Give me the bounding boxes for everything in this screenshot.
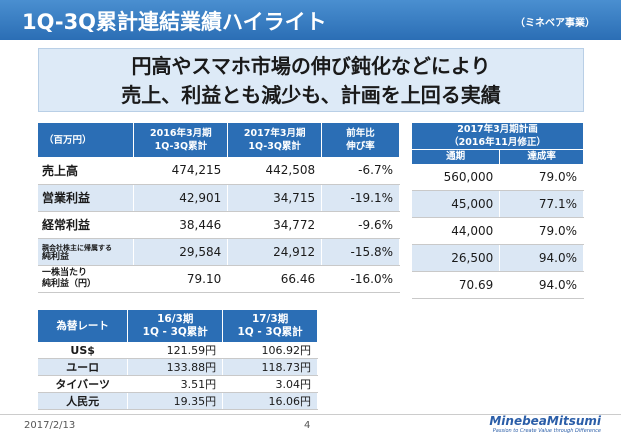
footer-divider (0, 414, 621, 415)
value-yoy: -6.7% (321, 157, 400, 185)
currency-label: US$ (38, 342, 129, 359)
table-row: 売上高 474,215 442,508 -6.7% (38, 157, 400, 185)
page-title: 1Q-3Q累計連結業績ハイライト (22, 10, 327, 34)
unit-header: （百万円） (38, 123, 135, 157)
row-label: 親会社株主に帰属する 純利益 (38, 238, 135, 266)
page-number: 4 (304, 420, 311, 431)
value-rate: 77.1% (499, 190, 584, 218)
plan-header: 2017年3月期計画 （2016年11月修正） (412, 123, 584, 150)
value-fy2017: 442,508 (227, 157, 323, 185)
row-label: 売上高 (38, 157, 135, 185)
value-fy2017: 34,715 (227, 184, 323, 212)
headline-line-1: 円高やスマホ市場の伸び鈍化などにより (131, 54, 491, 78)
rate-fy2016: 121.59円 (127, 342, 224, 359)
value-fy2016: 42,901 (133, 184, 229, 212)
value-fy2017: 34,772 (227, 211, 323, 239)
value-rate: 94.0% (499, 271, 584, 299)
table-row: 44,000 79.0% (412, 217, 584, 245)
value-rate: 94.0% (499, 244, 584, 272)
table-row: 560,000 79.0% (412, 163, 584, 191)
value-yoy: -16.0% (321, 265, 400, 293)
table-row: US$ 121.59円 106.92円 (38, 342, 318, 359)
rate-fy2017: 106.92円 (222, 342, 318, 359)
rate-fy2017: 16.06円 (222, 392, 318, 410)
value-plan: 560,000 (412, 163, 501, 191)
table-row: 営業利益 42,901 34,715 -19.1% (38, 184, 400, 212)
col-fx17-header: 17/3期 1Q - 3Q累計 (222, 310, 318, 342)
company-logo: MinebeaMitsumi Passion to Create Value t… (489, 414, 601, 435)
table-row: 26,500 94.0% (412, 244, 584, 272)
table-row: 70.69 94.0% (412, 271, 584, 299)
value-rate: 79.0% (499, 217, 584, 245)
row-label: 経常利益 (38, 211, 135, 239)
title-bar: 1Q-3Q累計連結業績ハイライト （ミネベア事業） (0, 0, 621, 40)
table-row: ユーロ 133.88円 118.73円 (38, 358, 318, 376)
col-fy2016-header: 2016年3月期 1Q-3Q累計 (133, 123, 229, 157)
rate-fy2017: 118.73円 (222, 358, 318, 376)
col-fy2017-header: 2017年3月期 1Q-3Q累計 (227, 123, 323, 157)
rate-fy2017: 3.04円 (222, 375, 318, 393)
footer-date: 2017/2/13 (24, 420, 76, 431)
col-yoy-header: 前年比 伸び率 (321, 123, 400, 157)
col-plan-header: 通期 (412, 149, 501, 164)
fx-header: 為替レート (38, 310, 129, 342)
value-plan: 26,500 (412, 244, 501, 272)
table-row: 親会社株主に帰属する 純利益 29,584 24,912 -15.8% (38, 238, 400, 266)
fx-rate-table: 為替レート 16/3期 1Q - 3Q累計 17/3期 1Q - 3Q累計 US$ … (38, 310, 318, 410)
table-row: 人民元 19.35円 16.06円 (38, 392, 318, 410)
currency-label: タイバーツ (38, 375, 129, 393)
row-label: 営業利益 (38, 184, 135, 212)
value-rate: 79.0% (499, 163, 584, 191)
value-plan: 44,000 (412, 217, 501, 245)
plan-table: 2017年3月期計画 （2016年11月修正） 通期 達成率 560,000 79… (412, 123, 584, 299)
headline-box: 円高やスマホ市場の伸び鈍化などにより 売上、利益とも減少も、計画を上回る実績 (38, 48, 584, 112)
table-row: 一株当たり 純利益（円） 79.10 66.46 -16.0% (38, 265, 400, 293)
value-plan: 45,000 (412, 190, 501, 218)
value-fy2017: 24,912 (227, 238, 323, 266)
value-fy2016: 38,446 (133, 211, 229, 239)
page-subtitle: （ミネベア事業） (515, 18, 595, 29)
logo-wordmark: MinebeaMitsumi (489, 414, 601, 428)
col-fx16-header: 16/3期 1Q - 3Q累計 (127, 310, 224, 342)
table-row: タイバーツ 3.51円 3.04円 (38, 375, 318, 393)
rate-fy2016: 133.88円 (127, 358, 224, 376)
value-fy2016: 79.10 (133, 265, 229, 293)
table-row: 45,000 77.1% (412, 190, 584, 218)
value-yoy: -15.8% (321, 238, 400, 266)
value-fy2016: 474,215 (133, 157, 229, 185)
value-fy2016: 29,584 (133, 238, 229, 266)
table-row: 経常利益 38,446 34,772 -9.6% (38, 211, 400, 239)
results-table: （百万円） 2016年3月期 1Q-3Q累計 2017年3月期 1Q-3Q累計 前年… (38, 123, 400, 293)
value-fy2017: 66.46 (227, 265, 323, 293)
value-yoy: -19.1% (321, 184, 400, 212)
row-label: 一株当たり 純利益（円） (38, 265, 135, 293)
value-yoy: -9.6% (321, 211, 400, 239)
rate-fy2016: 19.35円 (127, 392, 224, 410)
value-plan: 70.69 (412, 271, 501, 299)
rate-fy2016: 3.51円 (127, 375, 224, 393)
logo-tagline: Passion to Create Value through Differen… (492, 428, 601, 434)
col-rate-header: 達成率 (499, 149, 584, 164)
headline-line-2: 売上、利益とも減少も、計画を上回る実績 (121, 83, 501, 107)
currency-label: ユーロ (38, 358, 129, 376)
currency-label: 人民元 (38, 392, 129, 410)
